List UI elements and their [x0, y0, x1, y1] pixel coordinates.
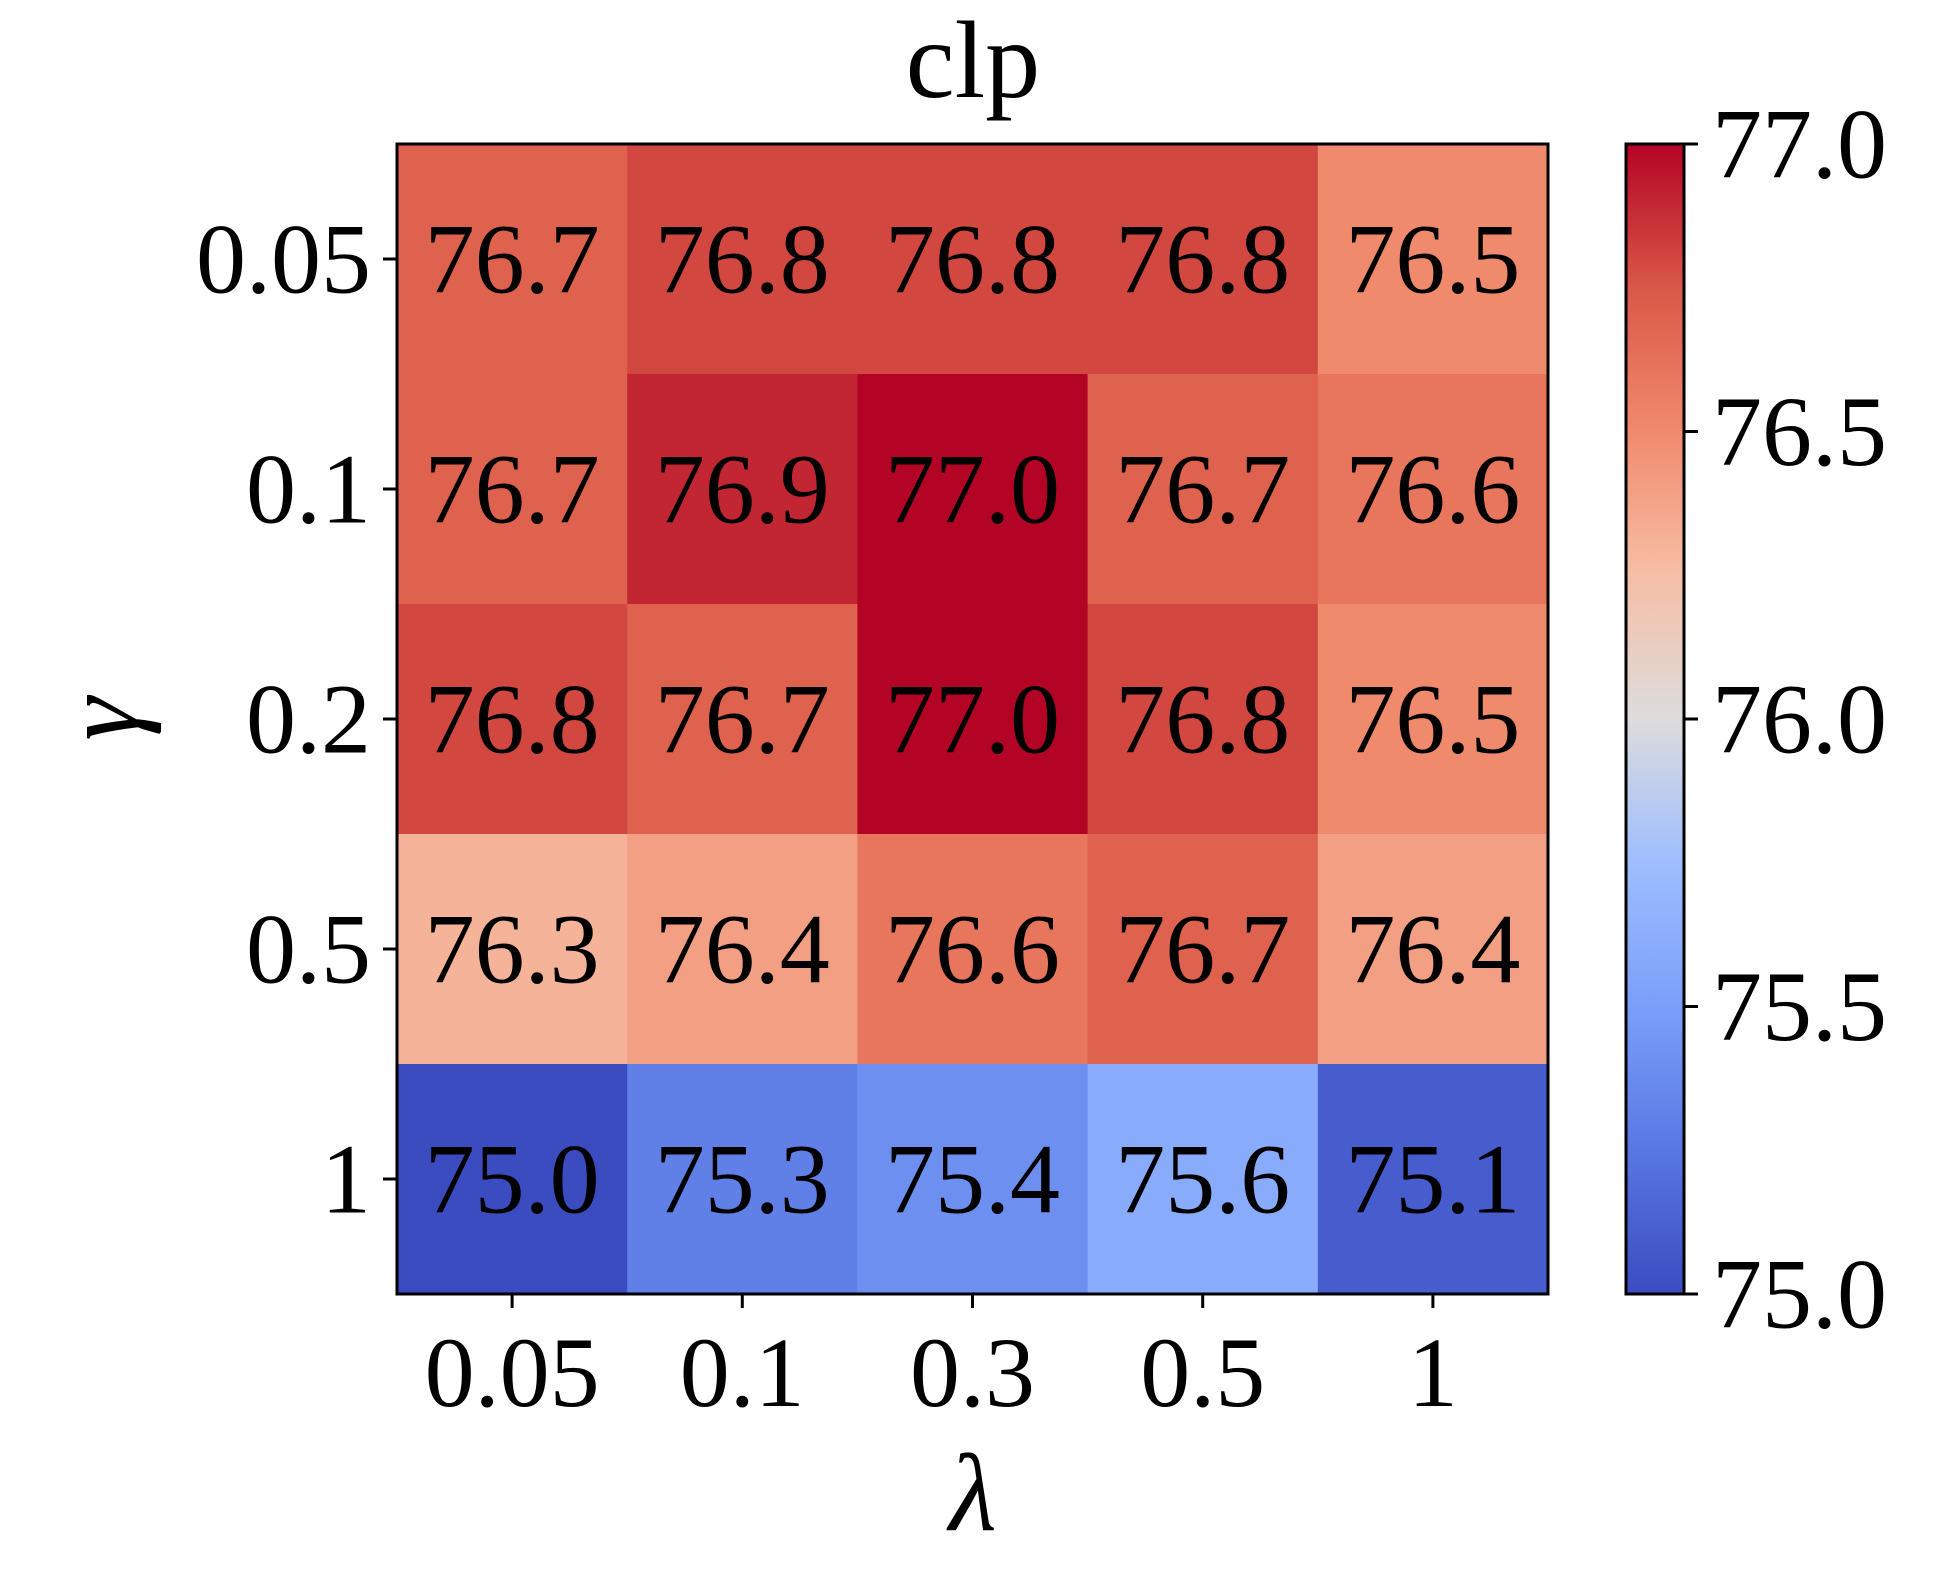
heatmap-cell-r2-c3 — [1087, 604, 1319, 835]
y-tick-label-2: 0.2 — [246, 664, 371, 775]
x-axis-ticks: 0.05 0.1 0.3 0.5 1 — [425, 1294, 1458, 1428]
cell-label-r0-c3: 76.8 — [1115, 204, 1290, 315]
cell-label-r0-c4: 76.5 — [1345, 204, 1520, 315]
heatmap-cell-r1-c4 — [1317, 374, 1549, 605]
heatmap-cell-r0-c1 — [627, 144, 858, 375]
heatmap-cell-r2-c0 — [397, 604, 628, 835]
heatmap-cell-r1-c1 — [627, 374, 858, 605]
heatmap-cell-r1-c0 — [397, 374, 628, 605]
cell-label-r0-c1: 76.8 — [655, 204, 830, 315]
colorbar-tick-label-4: 77.0 — [1712, 89, 1887, 200]
heatmap-cells — [397, 144, 1549, 1295]
colorbar-tick-label-2: 76.0 — [1712, 664, 1887, 775]
cell-label-r1-c3: 76.7 — [1115, 434, 1290, 545]
colorbar-tick-label-0: 75.0 — [1712, 1239, 1887, 1350]
heatmap-cell-r4-c2 — [857, 1064, 1089, 1295]
heatmap-cell-r3-c4 — [1317, 834, 1549, 1065]
x-tick-label-1: 0.1 — [680, 1317, 805, 1428]
heatmap-cell-r3-c3 — [1087, 834, 1319, 1065]
colorbar-tick-label-3: 76.5 — [1712, 376, 1887, 487]
y-tick-label-3: 0.5 — [246, 894, 371, 1005]
colorbar-tick-label-1: 75.5 — [1712, 951, 1887, 1062]
heatmap-cell-r0-c2 — [857, 144, 1089, 375]
cell-label-r3-c4: 76.4 — [1345, 894, 1520, 1005]
cell-label-r4-c4: 75.1 — [1345, 1124, 1520, 1235]
y-tick-label-0: 0.05 — [196, 204, 371, 315]
x-tick-label-4: 1 — [1408, 1317, 1458, 1428]
heatmap-cell-r3-c0 — [397, 834, 628, 1065]
y-axis-label: γ — [40, 695, 162, 741]
cell-label-r3-c2: 76.6 — [885, 894, 1060, 1005]
cell-label-r2-c0: 76.8 — [425, 664, 600, 775]
cell-label-r2-c2: 77.0 — [885, 664, 1060, 775]
cell-label-r3-c3: 76.7 — [1115, 894, 1290, 1005]
cell-label-r0-c0: 76.7 — [425, 204, 600, 315]
x-tick-label-3: 0.5 — [1140, 1317, 1265, 1428]
cell-label-r4-c3: 75.6 — [1115, 1124, 1290, 1235]
y-tick-label-1: 0.1 — [246, 434, 371, 545]
x-tick-label-2: 0.3 — [910, 1317, 1035, 1428]
heatmap-cell-r3-c2 — [857, 834, 1089, 1065]
y-axis-ticks: 0.05 0.1 0.2 0.5 1 — [196, 204, 397, 1235]
colorbar-ticks: 75.0 75.5 76.0 76.5 77.0 — [1684, 89, 1887, 1350]
heatmap-cell-r2-c4 — [1317, 604, 1549, 835]
cell-label-r2-c1: 76.7 — [655, 664, 830, 775]
cell-label-r2-c3: 76.8 — [1115, 664, 1290, 775]
cell-label-r0-c2: 76.8 — [885, 204, 1060, 315]
heatmap-cell-r2-c2 — [857, 604, 1089, 835]
cell-label-r1-c0: 76.7 — [425, 434, 600, 545]
heatmap-cell-r1-c2 — [857, 374, 1089, 605]
heatmap-cell-r1-c3 — [1087, 374, 1319, 605]
x-tick-label-0: 0.05 — [425, 1317, 600, 1428]
cell-label-r2-c4: 76.5 — [1345, 664, 1520, 775]
cell-label-r1-c1: 76.9 — [655, 434, 830, 545]
heatmap-cell-r0-c4 — [1317, 144, 1549, 375]
heatmap-cell-labels: 76.7 76.8 76.8 76.8 76.5 76.7 76.9 77.0 76.7 76.6… — [425, 204, 1521, 1235]
heatmap-cell-r4-c4 — [1317, 1064, 1549, 1295]
y-tick-label-4: 1 — [321, 1124, 371, 1235]
cell-label-r4-c0: 75.0 — [425, 1124, 600, 1235]
x-axis-label: λ — [946, 1432, 997, 1554]
heatmap-cell-r4-c0 — [397, 1064, 628, 1295]
heatmap-cell-r4-c1 — [627, 1064, 858, 1295]
cell-label-r1-c4: 76.6 — [1345, 434, 1520, 545]
cell-label-r3-c1: 76.4 — [655, 894, 830, 1005]
colorbar — [1624, 142, 1686, 1296]
heatmap-cell-r4-c3 — [1087, 1064, 1319, 1295]
heatmap-cell-r0-c0 — [397, 144, 628, 375]
cell-label-r4-c1: 75.3 — [655, 1124, 830, 1235]
heatmap-cell-r2-c1 — [627, 604, 858, 835]
cell-label-r3-c0: 76.3 — [425, 894, 600, 1005]
heatmap-cell-r3-c1 — [627, 834, 858, 1065]
chart-title: clp — [906, 0, 1040, 121]
heatmap-cell-r0-c3 — [1087, 144, 1319, 375]
cell-label-r4-c2: 75.4 — [885, 1124, 1060, 1235]
cell-label-r1-c2: 77.0 — [885, 434, 1060, 545]
